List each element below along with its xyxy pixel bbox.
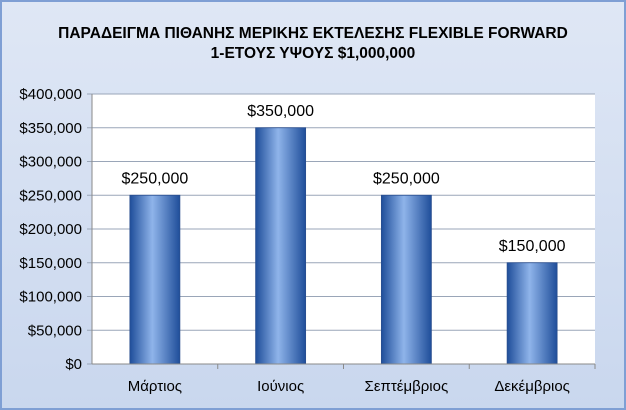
x-tick-label: Ιούνιος xyxy=(257,378,304,395)
bar xyxy=(255,127,307,365)
y-tick-label: $250,000 xyxy=(19,187,82,204)
y-tick-label: $150,000 xyxy=(19,255,82,272)
bar xyxy=(129,194,181,365)
x-tick-label: Μάρτιος xyxy=(128,378,182,395)
y-tick-label: $100,000 xyxy=(19,289,82,306)
data-label: $250,000 xyxy=(122,170,189,187)
x-tick-label: Δεκέμβριος xyxy=(494,378,570,395)
data-label: $150,000 xyxy=(499,238,566,255)
x-tick-label: Σεπτέμβριος xyxy=(365,378,449,395)
y-tick-label: $200,000 xyxy=(19,221,82,238)
chart-title: ΠΑΡΑΔΕΙΓΜΑ ΠΙΘΑΝΗΣ ΜΕΡΙΚΗΣ ΕΚΤΕΛΕΣΗΣ FLE… xyxy=(0,24,626,64)
chart-title-line-2: 1-ΕΤΟΥΣ ΥΨΟΥΣ $1,000,000 xyxy=(210,45,416,62)
y-tick-label: $400,000 xyxy=(19,86,82,103)
chart-title-line-1: ΠΑΡΑΔΕΙΓΜΑ ΠΙΘΑΝΗΣ ΜΕΡΙΚΗΣ ΕΚΤΕΛΕΣΗΣ FLE… xyxy=(58,25,568,42)
bar xyxy=(380,194,432,365)
data-label: $250,000 xyxy=(373,170,440,187)
y-tick-label: $300,000 xyxy=(19,154,82,171)
y-tick-label: $50,000 xyxy=(28,322,82,339)
y-tick-label: $350,000 xyxy=(19,120,82,137)
bar xyxy=(506,262,558,365)
data-label: $350,000 xyxy=(247,103,314,120)
y-tick-label: $0 xyxy=(65,356,82,373)
